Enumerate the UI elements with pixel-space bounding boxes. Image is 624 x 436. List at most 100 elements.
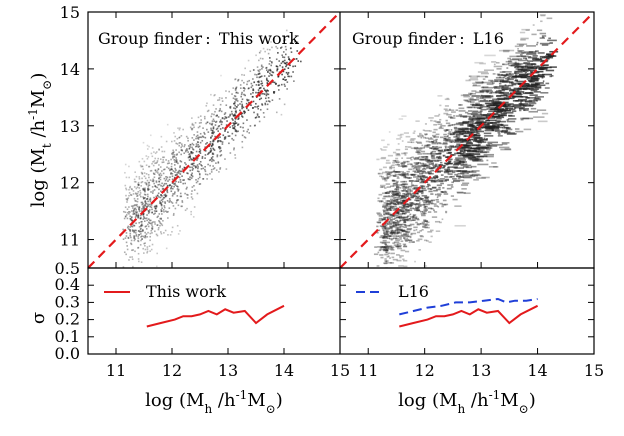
scatter-point xyxy=(536,109,547,112)
scatter-point xyxy=(173,140,176,142)
scatter-point xyxy=(404,186,410,189)
scatter-point xyxy=(191,169,194,171)
scatter-point xyxy=(154,157,157,160)
scatter-point xyxy=(501,141,510,144)
scatter-point xyxy=(433,139,437,142)
scatter-point xyxy=(266,79,269,82)
scatter-point xyxy=(136,195,138,197)
scatter-point xyxy=(160,174,163,177)
scatter-point xyxy=(282,78,285,80)
scatter-point xyxy=(394,229,398,232)
scatter-point xyxy=(382,204,388,206)
scatter-point xyxy=(384,241,391,244)
scatter-point xyxy=(220,149,222,152)
scatter-point xyxy=(437,142,441,144)
scatter-point xyxy=(237,123,240,126)
scatter-point xyxy=(450,184,454,186)
scatter-point xyxy=(526,73,534,75)
scatter-point xyxy=(271,71,274,73)
scatter-point xyxy=(383,232,388,234)
scatter-point xyxy=(262,66,264,68)
scatter-point xyxy=(392,182,396,185)
scatter-point xyxy=(203,115,206,118)
scatter-point xyxy=(379,225,384,227)
scatter-point xyxy=(425,140,430,143)
scatter-point xyxy=(502,63,505,66)
scatter-point xyxy=(444,138,449,140)
scatter-point xyxy=(400,195,405,198)
scatter-point xyxy=(155,181,158,184)
scatter-point xyxy=(191,127,194,130)
scatter-point xyxy=(181,200,184,202)
scatter-point xyxy=(471,90,477,92)
scatter-point xyxy=(162,198,164,201)
scatter-point xyxy=(151,222,153,224)
scatter-point xyxy=(531,63,537,66)
scatter-point xyxy=(158,177,160,180)
scatter-point xyxy=(423,206,426,209)
scatter-point xyxy=(486,119,497,122)
scatter-point xyxy=(158,196,160,198)
scatter-point xyxy=(405,135,411,138)
scatter-point xyxy=(468,75,480,78)
scatter-point xyxy=(154,230,156,233)
scatter-point xyxy=(258,81,260,84)
scatter-point xyxy=(381,192,388,195)
scatter-point xyxy=(162,156,164,159)
scatter-point xyxy=(198,170,200,173)
scatter-point xyxy=(149,239,151,242)
scatter-point xyxy=(514,45,524,48)
scatter-point xyxy=(146,198,149,200)
scatter-point xyxy=(406,235,409,237)
scatter-point xyxy=(199,115,202,117)
scatter-point xyxy=(421,172,425,174)
scatter-point xyxy=(142,205,144,208)
x-tick-label: 13 xyxy=(471,361,491,380)
scatter-point xyxy=(217,130,220,132)
scatter-point xyxy=(487,141,499,144)
scatter-point xyxy=(176,143,179,145)
scatter-point xyxy=(149,205,151,208)
scatter-point xyxy=(415,206,420,209)
scatter-point xyxy=(175,158,178,161)
scatter-point xyxy=(207,163,209,166)
scatter-point xyxy=(506,132,517,135)
scatter-point xyxy=(382,249,388,251)
scatter-point xyxy=(401,196,407,199)
scatter-point xyxy=(383,246,388,249)
scatter-point xyxy=(133,212,136,215)
scatter-point xyxy=(407,192,411,194)
scatter-point xyxy=(523,51,534,53)
scatter-point xyxy=(244,136,247,139)
scatter-point xyxy=(449,145,455,147)
scatter-point xyxy=(163,210,165,213)
scatter-point xyxy=(210,157,213,159)
scatter-point xyxy=(395,216,401,219)
scatter-point xyxy=(143,189,145,192)
scatter-point xyxy=(273,81,276,84)
scatter-point xyxy=(156,160,159,162)
scatter-point xyxy=(444,145,447,148)
scatter-point xyxy=(135,193,138,196)
scatter-point xyxy=(172,149,174,152)
scatter-point xyxy=(201,139,204,142)
scatter-point xyxy=(144,204,146,206)
scatter-point xyxy=(476,103,483,106)
scatter-point xyxy=(259,68,261,71)
scatter-point xyxy=(240,95,242,98)
scatter-point xyxy=(175,142,178,145)
scatter-point xyxy=(448,139,454,142)
scatter-point xyxy=(396,216,401,219)
scatter-point xyxy=(508,84,514,87)
scatter-point xyxy=(380,184,386,187)
scatter-point xyxy=(224,116,227,118)
scatter-point xyxy=(432,159,436,162)
scatter-point xyxy=(419,134,423,137)
scatter-point xyxy=(397,223,403,226)
scatter-point xyxy=(191,146,193,149)
scatter-point xyxy=(387,262,393,264)
scatter-point xyxy=(231,113,233,115)
scatter-point xyxy=(416,149,422,152)
scatter-point xyxy=(399,225,404,228)
scatter-point xyxy=(460,172,468,174)
